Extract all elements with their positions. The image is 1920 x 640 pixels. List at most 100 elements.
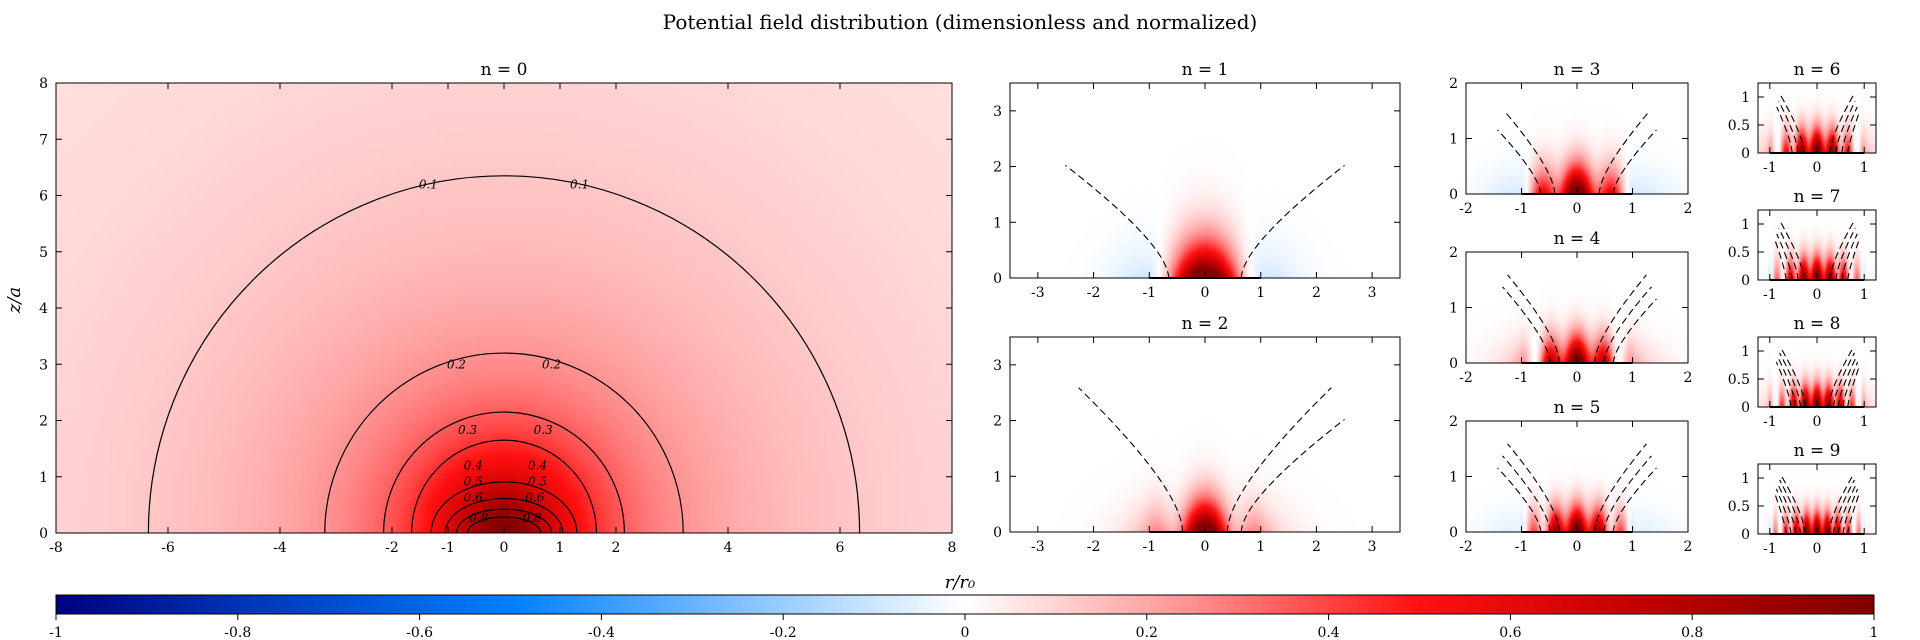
x-tick-label: -1 — [441, 540, 455, 556]
panel-n4: -2 -1 0 1 2 0 1 2 n = 4 — [1449, 229, 1692, 386]
x-tick-label: 1 — [1256, 285, 1265, 301]
field-line — [1594, 274, 1647, 364]
y-tick-label: 0 — [39, 526, 48, 542]
y-tick-label: 3 — [993, 104, 1002, 120]
contour-label: 0.3 — [458, 423, 477, 437]
y-tick-label: 2 — [1449, 245, 1458, 261]
panels: 0.1 0.10.2 0.20.3 0.30.4 0.40.5 0.50.6 0.60.8 0… — [39, 60, 1877, 557]
field-line — [1497, 129, 1542, 195]
y-tick-label: 0 — [993, 271, 1002, 287]
field-heatmap — [1466, 83, 1688, 194]
y-tick-label: 0 — [1741, 273, 1750, 289]
y-tick-label: 1 — [1449, 301, 1458, 317]
panel-n8: -1 0 1 0 0.5 1 n = 8 — [1728, 314, 1877, 430]
x-tick-label: 1 — [556, 540, 565, 556]
field-line — [1775, 488, 1792, 535]
field-line — [1828, 475, 1854, 535]
x-tick-label: 1 — [1628, 539, 1637, 555]
y-tick-label: 0.5 — [1728, 499, 1750, 515]
field-line — [1507, 274, 1560, 364]
x-tick-label: 0 — [1201, 285, 1210, 301]
contour-line — [383, 411, 625, 534]
x-axis-label: r/r₀ — [945, 572, 976, 593]
x-tick-label: 0 — [1573, 370, 1582, 386]
contour-label: 0.8 — [522, 511, 541, 525]
x-tick-label: -1 — [1763, 414, 1777, 430]
x-tick-label: 8 — [948, 540, 957, 556]
x-tick-label: -4 — [273, 540, 287, 556]
field-line — [1780, 475, 1806, 535]
field-line — [1837, 484, 1857, 535]
x-tick-label: 1 — [1628, 201, 1637, 217]
field-line — [1847, 493, 1860, 535]
field-line — [1778, 227, 1799, 281]
y-tick-label: 1 — [1741, 344, 1750, 360]
colorbar-tick-label: -0.4 — [588, 625, 615, 640]
field-heatmap — [1010, 83, 1400, 278]
x-tick-label: 1 — [1256, 539, 1265, 555]
y-tick-label: 1 — [1741, 90, 1750, 106]
colorbar-tick-label: 0.2 — [1136, 625, 1158, 640]
x-tick-label: 2 — [1684, 370, 1693, 386]
x-tick-label: -2 — [1087, 539, 1101, 555]
contour-line — [147, 175, 861, 534]
contour-line — [430, 481, 578, 534]
x-tick-label: 2 — [612, 540, 621, 556]
panel-title: n = 6 — [1794, 60, 1841, 80]
x-tick-label: -3 — [1031, 285, 1045, 301]
field-line — [1502, 455, 1551, 533]
y-tick-label: 1 — [1741, 217, 1750, 233]
x-tick-label: 0 — [1813, 287, 1822, 303]
contour-label: 0.2 — [447, 357, 466, 371]
y-tick-label: 0 — [1741, 527, 1750, 543]
field-heatmap — [1466, 252, 1688, 363]
colorbar-tick-label: 0 — [961, 625, 970, 640]
field-line — [1774, 493, 1787, 535]
y-tick-label: 0.5 — [1728, 372, 1750, 388]
x-tick-label: 2 — [1684, 201, 1693, 217]
x-tick-label: 0 — [1573, 539, 1582, 555]
field-line — [1841, 106, 1858, 154]
field-line — [1612, 298, 1657, 364]
field-line — [1776, 233, 1793, 281]
field-line — [1841, 233, 1858, 281]
x-tick-label: 0 — [1813, 541, 1822, 557]
colorbar-tick-label: -0.2 — [770, 625, 797, 640]
panel-n0: 0.1 0.10.2 0.20.3 0.30.4 0.40.5 0.50.6 0.60.8 0… — [39, 60, 956, 556]
field-line — [1598, 111, 1650, 195]
x-tick-label: -8 — [49, 540, 63, 556]
field-line — [1612, 467, 1657, 533]
field-line — [1502, 286, 1551, 364]
y-tick-label: 2 — [993, 414, 1002, 430]
x-tick-label: -1 — [1515, 370, 1529, 386]
contour-label: 0.6 — [464, 491, 483, 505]
x-tick-label: -2 — [1459, 201, 1473, 217]
field-line — [1835, 227, 1856, 281]
panel-title: n = 1 — [1182, 60, 1229, 80]
contour-line — [455, 508, 553, 534]
field-heatmap — [1758, 210, 1876, 280]
contour-line — [467, 516, 541, 534]
y-tick-label: 6 — [39, 189, 48, 205]
contour-line — [324, 352, 684, 534]
colorbar-tick-label: -1 — [49, 625, 63, 640]
y-tick-label: 4 — [39, 301, 48, 317]
colorbar: -1 -0.8 -0.6 -0.4 -0.2 0 0.2 0.4 0.6 0.8 1 — [49, 594, 1879, 640]
panel-title: n = 4 — [1554, 229, 1601, 249]
panel-n1: -3 -2 -1 0 1 2 3 0 1 2 3 n = 1 — [993, 60, 1401, 301]
figure-title: Potential field distribution (dimensionl… — [663, 10, 1258, 34]
x-tick-label: -2 — [1459, 539, 1473, 555]
panel-n7: -1 0 1 0 0.5 1 n = 7 — [1728, 187, 1877, 303]
y-tick-label: 0 — [1449, 187, 1458, 203]
colorbar-tick-label: 0.4 — [1317, 625, 1339, 640]
panel-title: n = 3 — [1554, 60, 1601, 80]
field-heatmap — [56, 83, 952, 533]
x-tick-label: 2 — [1684, 539, 1693, 555]
y-tick-label: 8 — [39, 76, 48, 92]
y-tick-label: 2 — [993, 160, 1002, 176]
colorbar-tick-label: 1 — [1870, 625, 1879, 640]
panel-n6: -1 0 1 0 0.5 1 n = 6 — [1728, 60, 1877, 176]
contour-label: 0.3 — [534, 423, 553, 437]
x-tick-label: 1 — [1860, 160, 1869, 176]
